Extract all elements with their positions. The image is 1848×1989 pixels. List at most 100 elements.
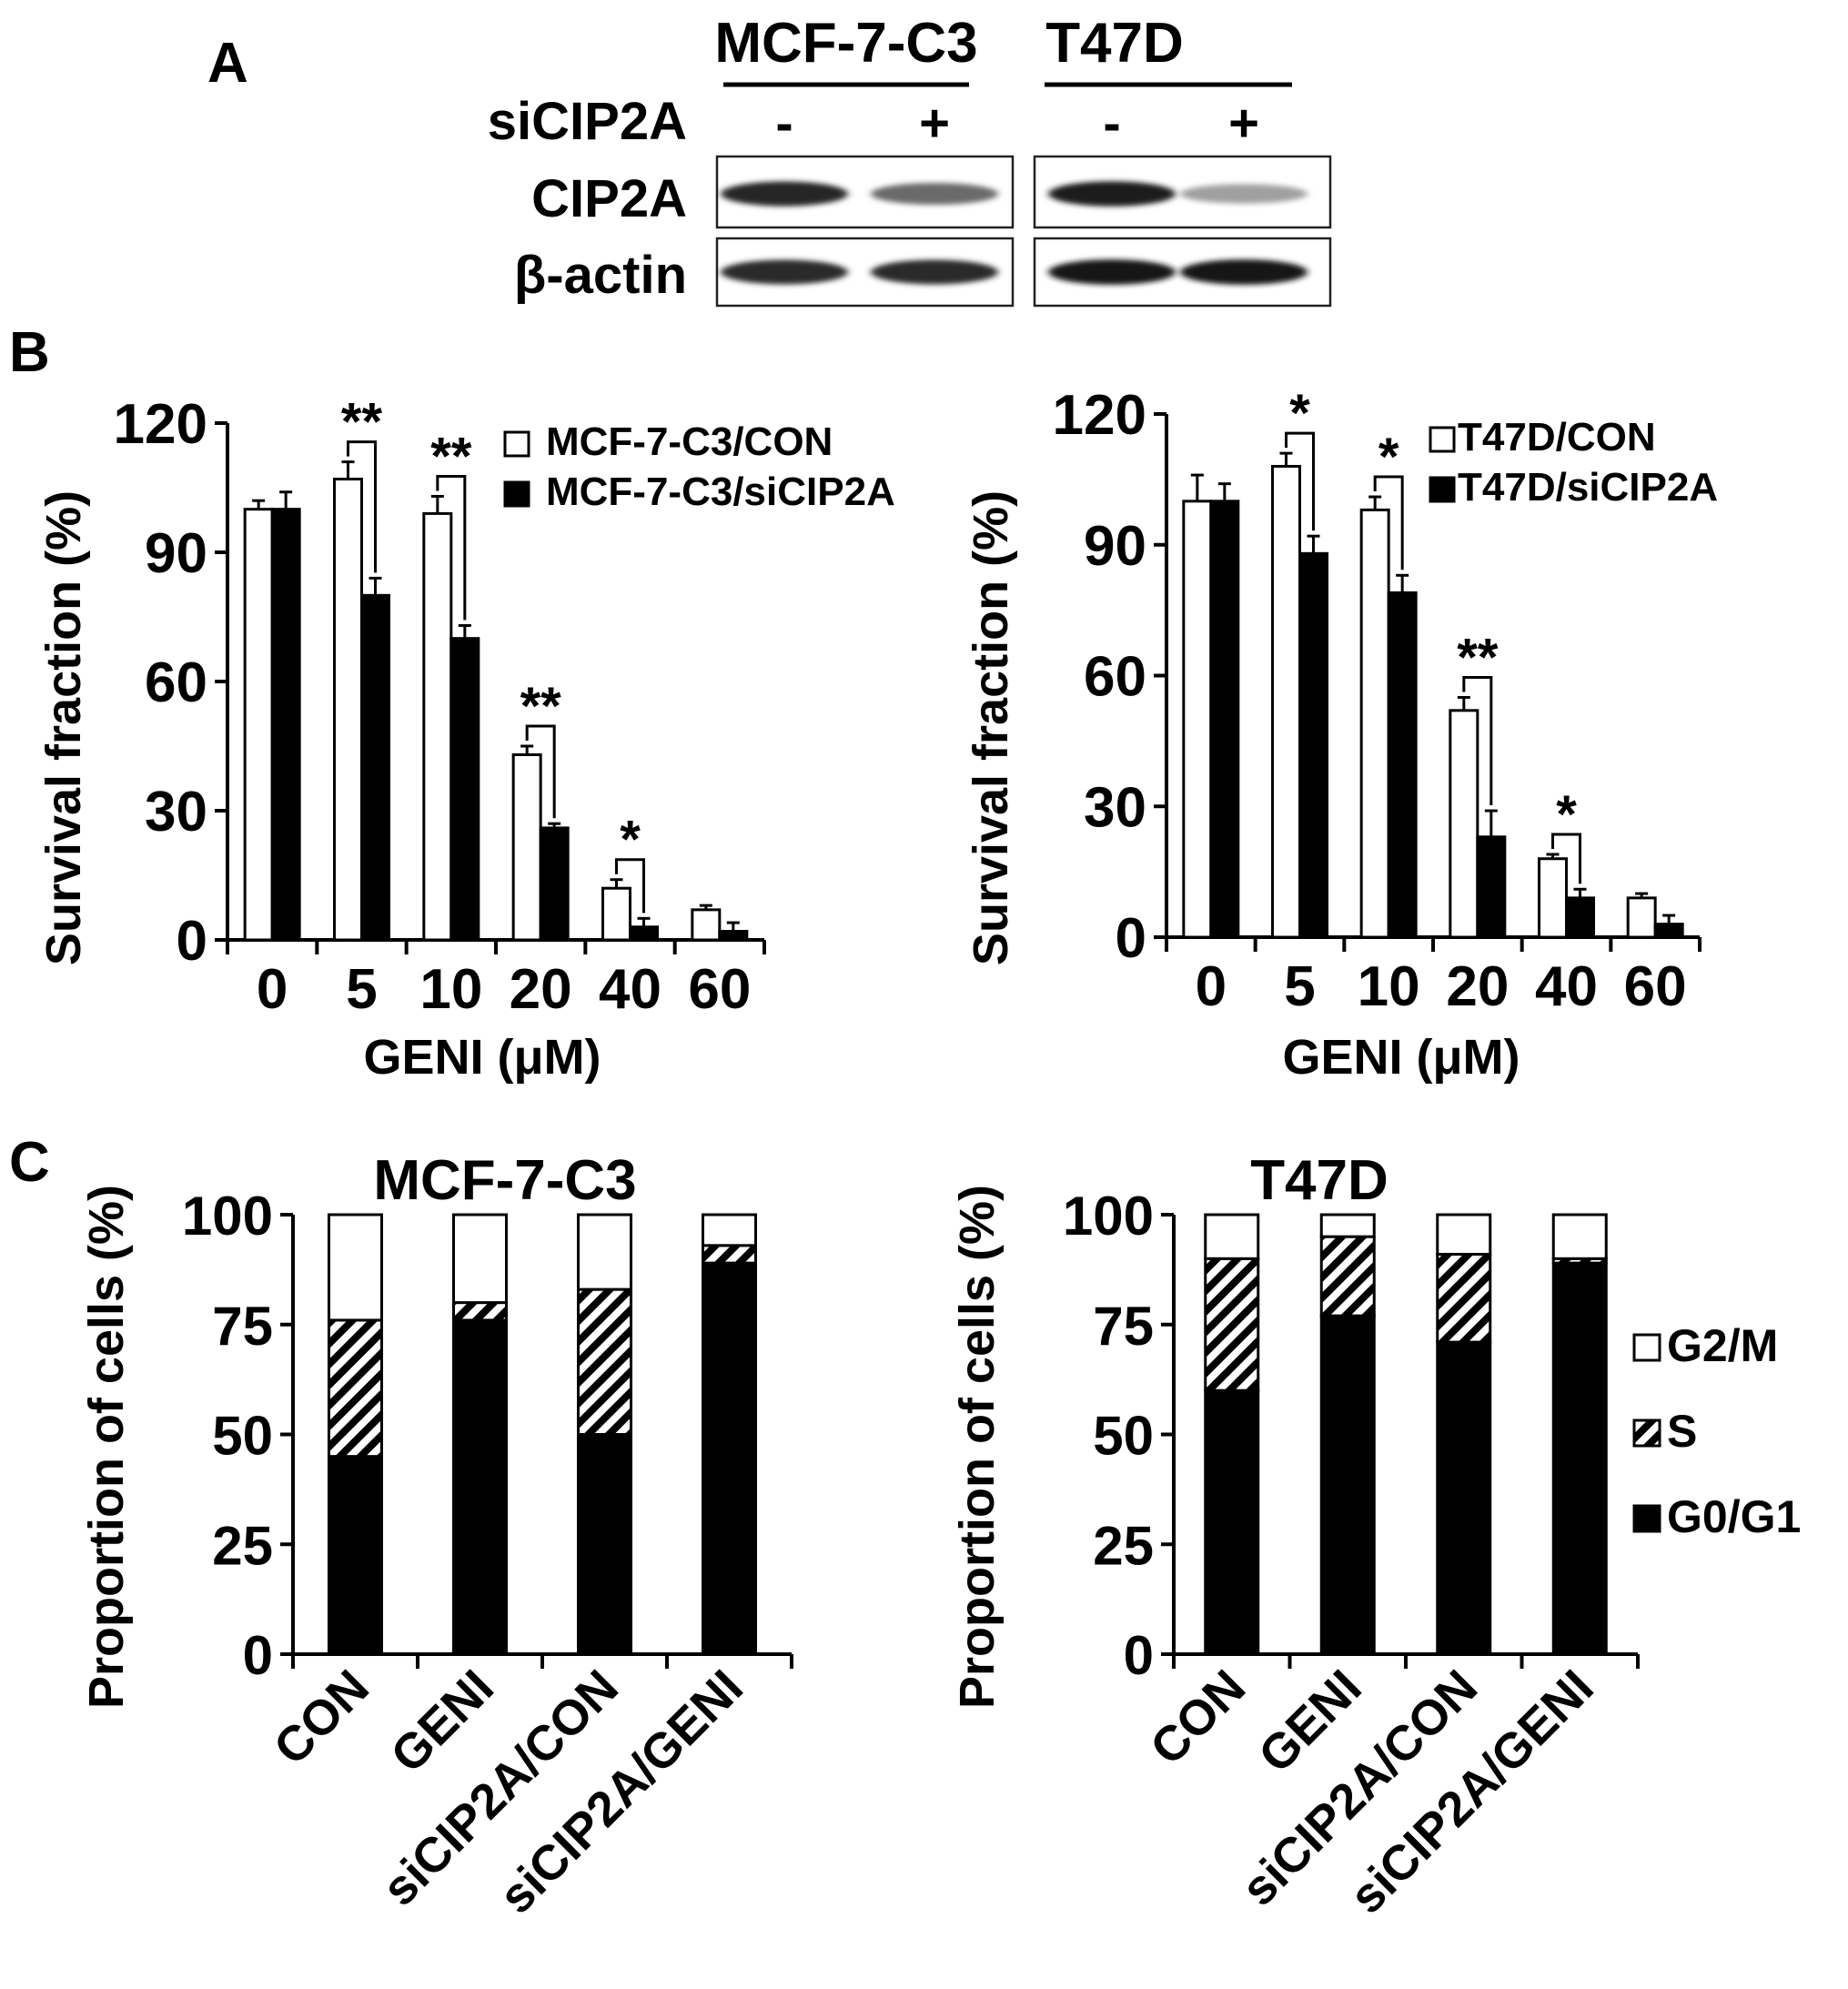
legend-label: T47D/siCIP2A <box>1458 465 1718 510</box>
bar-segment <box>1436 1252 1492 1344</box>
bar <box>360 593 390 942</box>
significance-marker: ** <box>520 677 562 736</box>
y-axis-label: Survival fraction (%) <box>964 490 1018 965</box>
bar-segment <box>1551 1261 1608 1656</box>
x-tick-label: 60 <box>1624 955 1687 1018</box>
bar-segment <box>1319 1314 1376 1656</box>
legend-label: S <box>1667 1406 1697 1457</box>
significance-bracket <box>1373 475 1404 570</box>
bar <box>718 930 749 942</box>
bar <box>1387 591 1418 939</box>
legend-swatch <box>1429 476 1456 503</box>
bar-segment <box>328 1213 383 1322</box>
x-axis-label: GENI (μM) <box>363 1030 601 1085</box>
y-tick-label: 50 <box>1093 1406 1154 1467</box>
bar <box>1538 857 1568 939</box>
legend-label: G2/M <box>1667 1320 1778 1371</box>
significance-bracket <box>615 858 645 914</box>
lane-sign-1: - <box>775 94 793 153</box>
bar <box>1653 923 1684 939</box>
blot-band <box>1048 181 1176 207</box>
bar <box>511 752 542 942</box>
significance-marker: * <box>620 811 641 870</box>
legend-swatch-g2m <box>1632 1333 1661 1362</box>
x-tick-label: 0 <box>1196 955 1227 1018</box>
y-tick-label: 30 <box>145 781 207 843</box>
y-tick-label: 90 <box>145 522 207 585</box>
x-tick-label: 5 <box>1284 955 1315 1018</box>
bar <box>539 826 570 942</box>
x-tick-label: 20 <box>1446 955 1509 1018</box>
bar <box>1626 896 1657 939</box>
bar-segment <box>452 1301 508 1322</box>
lane-sign-4: + <box>1228 94 1259 153</box>
y-axis-label: Proportion of cells (%) <box>950 1185 1005 1709</box>
significance-marker: * <box>1289 384 1310 443</box>
bar <box>691 908 722 942</box>
significance-marker: ** <box>430 427 472 486</box>
x-tick-label: 5 <box>346 958 377 1021</box>
y-tick-label: 25 <box>1093 1515 1154 1576</box>
blot-row-label-cip2a: CIP2A <box>531 169 687 228</box>
bar <box>333 478 363 942</box>
significance-bracket <box>525 724 556 819</box>
bar-segment <box>702 1213 757 1247</box>
y-tick-label: 90 <box>1084 515 1146 578</box>
bar-segment <box>1204 1388 1260 1656</box>
panel-a: A MCF-7-C3 T47D siCIP2A - + - + CIP2A β-… <box>207 12 1332 308</box>
y-tick-label: 120 <box>1053 384 1146 447</box>
y-tick-label: 100 <box>182 1186 273 1247</box>
bar <box>422 511 453 942</box>
bar-segment <box>577 1287 632 1436</box>
bar-segment <box>328 1318 383 1459</box>
blot-band <box>871 183 998 205</box>
bar-segment <box>702 1244 757 1265</box>
bar-segment <box>452 1318 508 1656</box>
bar-segment <box>1551 1213 1608 1260</box>
x-tick-label: 20 <box>510 958 572 1021</box>
y-axis-label: Survival fraction (%) <box>36 490 91 965</box>
legend-swatch-s <box>1632 1419 1661 1448</box>
legend-label: G0/G1 <box>1667 1491 1801 1542</box>
significance-bracket <box>1462 675 1493 806</box>
legend-label: T47D/CON <box>1458 415 1656 459</box>
lane-sign-2: + <box>919 94 950 153</box>
legend-swatch <box>1429 426 1456 453</box>
significance-bracket <box>1551 833 1581 884</box>
bar-segment <box>1436 1213 1492 1256</box>
blot-band <box>871 259 998 285</box>
significance-bracket <box>436 474 467 621</box>
y-tick-label: 100 <box>1063 1186 1154 1247</box>
legend: T47D/CON T47D/siCIP2A <box>1429 415 1718 510</box>
blot-band <box>1180 259 1308 285</box>
significance-marker: ** <box>1457 628 1499 687</box>
cell-cycle-chart-mcf7: MCF-7-C3 Proportion of cells (%) 0 25 50 75… <box>79 1149 793 1924</box>
bar <box>1182 500 1213 939</box>
cell-cycle-chart-t47d: T47D Proportion of cells (%) 0 25 50 75 100 C… <box>950 1149 1801 1924</box>
y-axis-label: Proportion of cells (%) <box>79 1185 134 1709</box>
x-tick-label: 0 <box>257 958 288 1021</box>
x-tick-label: 40 <box>599 958 661 1021</box>
survival-chart-mcf7: Survival fraction (%) GENI (μM) 0 30 60 90 1… <box>36 393 895 1085</box>
significance-marker: * <box>1378 428 1399 487</box>
bar <box>629 925 659 942</box>
bar <box>601 886 631 942</box>
bar-segment <box>1204 1257 1260 1392</box>
x-tick-label: 40 <box>1535 955 1598 1018</box>
bar-segment <box>1319 1235 1376 1318</box>
x-tick-label: 60 <box>688 958 751 1021</box>
x-tick-label: 10 <box>419 958 482 1021</box>
bar-segment <box>577 1213 632 1291</box>
y-tick-label: 75 <box>1093 1296 1154 1357</box>
y-tick-label: 120 <box>114 393 207 456</box>
legend-label: MCF-7-C3/siCIP2A <box>546 469 895 514</box>
x-tick-label: CON <box>264 1660 379 1775</box>
blot-band <box>1180 184 1308 204</box>
y-tick-label: 0 <box>1116 907 1146 970</box>
bar <box>1476 835 1507 939</box>
bar-segment <box>1319 1213 1376 1238</box>
lane-sign-3: - <box>1103 94 1120 153</box>
cell-line-label-mcf7: MCF-7-C3 <box>714 12 977 75</box>
legend: MCF-7-C3/CON MCF-7-C3/siCIP2A <box>503 419 895 514</box>
bar <box>243 508 274 942</box>
